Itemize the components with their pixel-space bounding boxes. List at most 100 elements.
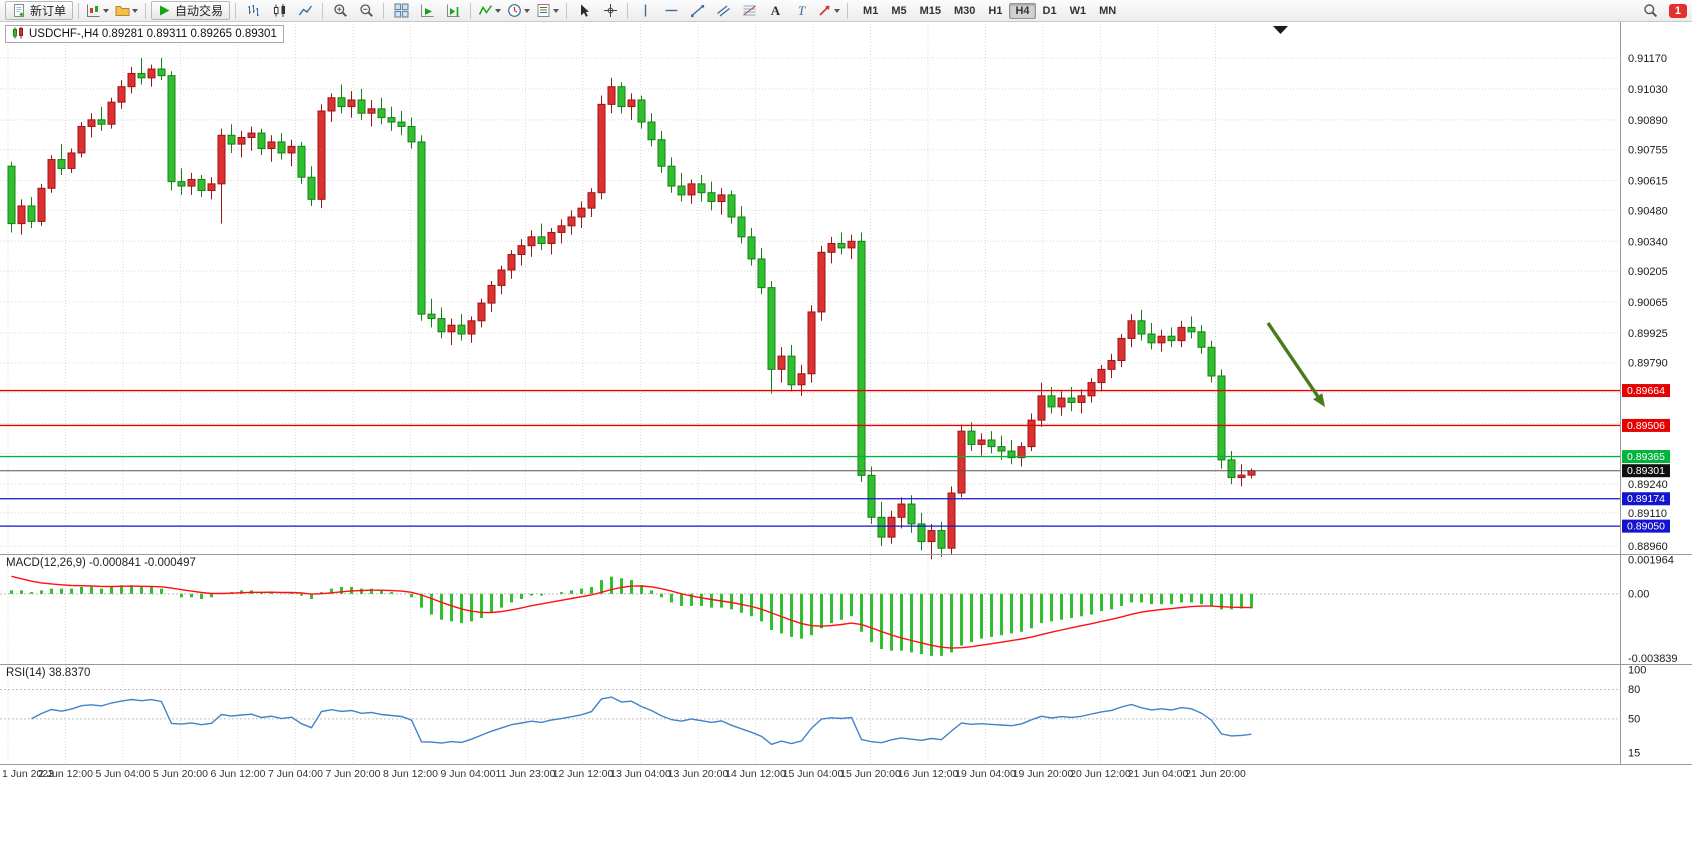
grid <box>0 24 1620 764</box>
candle <box>1087 382 1096 397</box>
candle <box>497 269 506 286</box>
tile-windows-button[interactable] <box>389 1 413 21</box>
chart-shift-marker[interactable] <box>1273 26 1288 34</box>
autotrading-label: 自动交易 <box>175 4 224 18</box>
candle <box>917 523 926 543</box>
text-button[interactable]: A <box>763 1 787 21</box>
vertical-line-button[interactable] <box>633 1 657 21</box>
line-chart-button[interactable] <box>293 1 317 21</box>
autotrading-button[interactable]: 自动交易 <box>151 1 231 20</box>
candle <box>847 240 856 249</box>
candle <box>467 320 476 335</box>
candle <box>587 192 596 209</box>
candle <box>977 439 986 445</box>
trendline-button[interactable] <box>685 1 709 21</box>
zoom-in-button[interactable] <box>328 1 352 21</box>
candle <box>777 355 786 370</box>
bar-chart-icon <box>246 3 261 18</box>
new-order-button[interactable]: 新订单 <box>5 1 74 20</box>
candlestick-icon <box>12 26 24 42</box>
price-axis-label: 0.90340 <box>1628 236 1668 248</box>
timeframe-w1-button[interactable]: W1 <box>1069 4 1087 17</box>
chart-shift-button[interactable] <box>441 1 465 21</box>
timeframe-m5-button[interactable]: M5 <box>891 4 907 17</box>
timeframe-d1-button[interactable]: D1 <box>1042 4 1057 17</box>
candle <box>417 141 426 315</box>
chart-title-bar: USDCHF-,H4 0.89281 0.89311 0.89265 0.893… <box>5 25 284 43</box>
crosshair-icon <box>603 3 618 18</box>
arrow-annotation[interactable] <box>1266 322 1325 407</box>
zoom-out-button[interactable] <box>354 1 378 21</box>
auto-scroll-button[interactable] <box>415 1 439 21</box>
price-line-badge: 0.89174 <box>1622 492 1670 506</box>
candle <box>347 99 356 108</box>
candle <box>187 178 196 187</box>
time-axis-label: 1 Jun 2023 <box>2 768 54 780</box>
candle <box>697 183 706 194</box>
autotrading-icon <box>158 4 171 17</box>
candle <box>857 240 866 476</box>
chevron-down-icon <box>524 8 531 13</box>
cursor-icon <box>577 3 592 18</box>
candle <box>67 152 76 169</box>
candle <box>617 86 626 108</box>
chevron-down-icon <box>103 8 110 13</box>
candle <box>157 68 166 77</box>
candle <box>657 139 666 167</box>
candle <box>767 287 776 370</box>
candle <box>947 492 956 549</box>
price-line-badge-label: 0.89174 <box>1627 493 1665 505</box>
fibonacci-button[interactable] <box>737 1 761 21</box>
rsi-axis-label: 50 <box>1628 713 1640 725</box>
timeframe-mn-button[interactable]: MN <box>1099 4 1117 17</box>
notification-badge[interactable]: 1 <box>1668 3 1687 18</box>
time-axis-label: 5 Jun 20:00 <box>153 768 208 780</box>
candle <box>877 516 886 538</box>
zoom-out-icon <box>359 3 374 18</box>
time-axis-label: 11 Jun 23:00 <box>496 768 556 780</box>
candle <box>327 97 336 112</box>
timeframe-h1-button[interactable]: H1 <box>988 4 1003 17</box>
time-axis-label: 2 Jun 12:00 <box>38 768 93 780</box>
horizontal-line-button[interactable] <box>659 1 683 21</box>
candle <box>1067 397 1076 403</box>
price-axis-label: 0.90615 <box>1628 176 1668 188</box>
bar-chart-button[interactable] <box>241 1 265 21</box>
cursor-button[interactable] <box>572 1 596 21</box>
candle-chart-button[interactable] <box>267 1 291 21</box>
indicators-button[interactable] <box>476 1 503 21</box>
candle <box>1057 397 1066 408</box>
candle <box>1137 320 1146 335</box>
candle <box>597 103 606 194</box>
time-axis-label: 20 Jun 12:00 <box>1070 768 1131 780</box>
templates-button[interactable] <box>534 1 561 21</box>
time-axis-label: 9 Jun 04:00 <box>441 768 496 780</box>
svg-text:A: A <box>770 3 780 18</box>
timeframe-h4-button[interactable]: H4 <box>1009 2 1036 19</box>
candle <box>537 236 546 244</box>
candle <box>177 181 186 187</box>
trendline-icon <box>690 3 705 18</box>
timeframe-m1-button[interactable]: M1 <box>863 4 879 17</box>
arrows-button[interactable] <box>815 1 842 21</box>
candle <box>137 72 146 79</box>
profiles-button[interactable] <box>113 1 140 21</box>
timeframe-m15-button[interactable]: M15 <box>919 4 941 17</box>
time-axis-label: 12 Jun 12:00 <box>553 768 614 780</box>
label-button[interactable]: T <box>789 1 813 21</box>
periods-button[interactable] <box>505 1 532 21</box>
candle <box>637 99 646 123</box>
toolbar-separator <box>383 2 385 19</box>
candle <box>57 159 66 169</box>
search-button[interactable] <box>1639 1 1663 21</box>
candle <box>147 68 156 79</box>
time-axis-label: 15 Jun 20:00 <box>840 768 901 780</box>
candle <box>277 141 286 154</box>
candle <box>837 242 846 249</box>
new-chart-button[interactable] <box>84 1 111 21</box>
crosshair-button[interactable] <box>598 1 622 21</box>
channel-button[interactable] <box>711 1 735 21</box>
timeframe-m30-button[interactable]: M30 <box>954 4 976 17</box>
